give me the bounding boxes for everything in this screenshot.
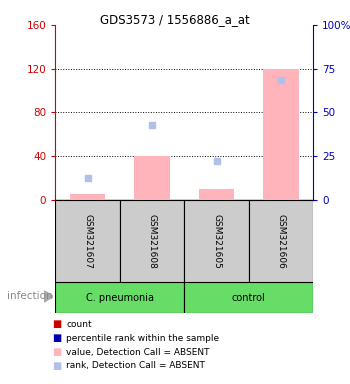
Text: percentile rank within the sample: percentile rank within the sample	[66, 334, 220, 343]
Bar	[249, 200, 313, 282]
Bar	[70, 194, 105, 200]
Bar	[199, 189, 234, 200]
Bar	[263, 69, 299, 200]
Text: value, Detection Call = ABSENT: value, Detection Call = ABSENT	[66, 348, 210, 357]
Bar	[184, 282, 313, 313]
Text: infection: infection	[7, 291, 52, 301]
Text: GDS3573 / 1556886_a_at: GDS3573 / 1556886_a_at	[100, 13, 250, 26]
Text: control: control	[232, 293, 266, 303]
Text: GSM321607: GSM321607	[83, 214, 92, 268]
Text: count: count	[66, 320, 92, 329]
Bar	[55, 282, 184, 313]
Polygon shape	[44, 291, 53, 302]
Text: ■: ■	[52, 347, 61, 357]
Text: ■: ■	[52, 361, 61, 371]
Bar	[184, 200, 249, 282]
Text: GSM321605: GSM321605	[212, 214, 221, 268]
Text: GSM321606: GSM321606	[276, 214, 286, 268]
Text: rank, Detection Call = ABSENT: rank, Detection Call = ABSENT	[66, 361, 205, 371]
Text: ■: ■	[52, 319, 61, 329]
Bar	[55, 200, 120, 282]
Text: C. pneumonia: C. pneumonia	[86, 293, 154, 303]
Bar	[120, 200, 184, 282]
Bar	[134, 156, 170, 200]
Text: GSM321608: GSM321608	[148, 214, 156, 268]
Text: ■: ■	[52, 333, 61, 343]
